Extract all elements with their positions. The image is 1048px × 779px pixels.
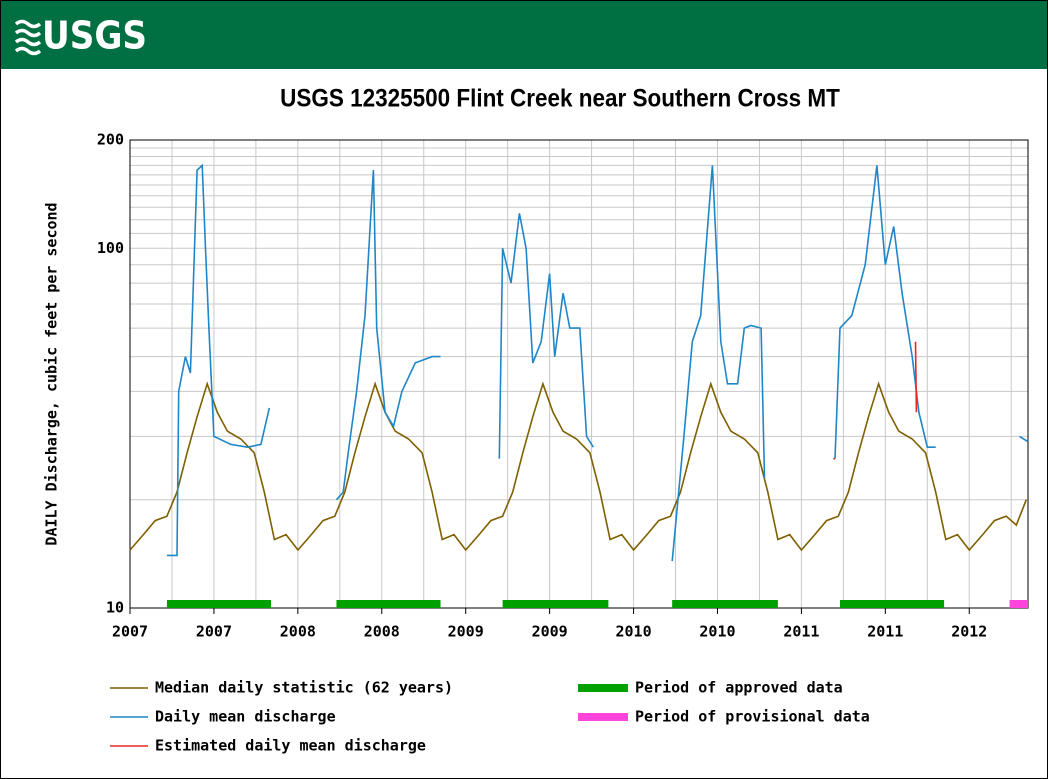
legend-label: Period of provisional data: [635, 708, 870, 726]
legend-label: Daily mean discharge: [155, 708, 336, 726]
logo-text: USGS: [42, 14, 147, 58]
header-bar: [1, 1, 1047, 69]
period-band: [840, 600, 945, 608]
x-tick-label: 2011: [867, 623, 903, 641]
period-band: [502, 600, 609, 608]
x-tick-label: 2010: [615, 623, 651, 641]
period-band: [1009, 600, 1028, 608]
x-tick-label: 2007: [196, 623, 232, 641]
x-tick-label: 2011: [783, 623, 819, 641]
chart-title: USGS 12325500 Flint Creek near Southern …: [280, 85, 840, 113]
y-tick-label: 200: [97, 131, 124, 149]
period-band: [672, 600, 778, 608]
x-tick-label: 2010: [699, 623, 735, 641]
x-tick-label: 2008: [280, 623, 316, 641]
period-band: [336, 600, 441, 608]
y-axis-label: DAILY Discharge, cubic feet per second: [43, 202, 61, 545]
legend-label: Estimated daily mean discharge: [155, 737, 426, 755]
y-tick-label: 10: [106, 599, 124, 617]
legend-label: Median daily statistic (62 years): [155, 679, 453, 697]
legend-label: Period of approved data: [635, 679, 843, 697]
data-line: [129, 381, 1028, 552]
period-band: [166, 600, 271, 608]
x-tick-label: 2008: [364, 623, 400, 641]
logo-waves: [14, 19, 42, 56]
x-tick-label: 2007: [112, 623, 148, 641]
legend-swatch: [578, 713, 628, 721]
y-tick-label: 100: [97, 239, 124, 257]
data-line: [833, 341, 918, 460]
data-line: [166, 163, 1029, 562]
legend-swatch: [578, 684, 628, 692]
x-tick-label: 2009: [448, 623, 484, 641]
x-tick-label: 2012: [951, 623, 987, 641]
x-tick-label: 2009: [532, 623, 568, 641]
